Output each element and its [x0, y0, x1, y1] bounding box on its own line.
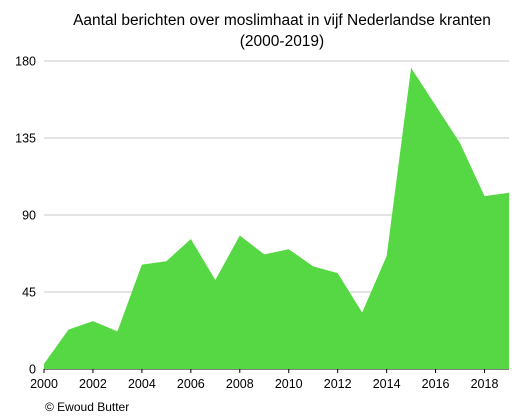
- chart-subtitle: (2000-2019): [240, 33, 324, 50]
- x-tick-label: 2012: [324, 377, 352, 391]
- x-tick-label: 2000: [30, 377, 58, 391]
- x-tick-label: 2004: [128, 377, 156, 391]
- chart-title: Aantal berichten over moslimhaat in vijf…: [73, 12, 491, 29]
- y-tick-label: 180: [15, 55, 36, 69]
- x-tick-label: 2014: [373, 377, 401, 391]
- y-tick-label: 135: [15, 132, 36, 146]
- area-series: [44, 67, 509, 369]
- credit-text: © Ewoud Butter: [45, 400, 129, 414]
- x-tick-label: 2010: [275, 377, 303, 391]
- x-tick-label: 2006: [177, 377, 205, 391]
- y-tick-label: 90: [22, 209, 36, 223]
- x-tick-label: 2008: [226, 377, 254, 391]
- x-axis: 2000 2002 2004 2006 2008 2010 2012 2014 2016 2018: [30, 369, 498, 391]
- x-tick-label: 2018: [471, 377, 499, 391]
- x-tick-label: 2016: [422, 377, 450, 391]
- y-tick-label: 0: [29, 363, 36, 377]
- y-tick-label: 45: [22, 286, 36, 300]
- y-axis: 0 45 90 135 180: [15, 55, 36, 377]
- x-tick-label: 2002: [79, 377, 107, 391]
